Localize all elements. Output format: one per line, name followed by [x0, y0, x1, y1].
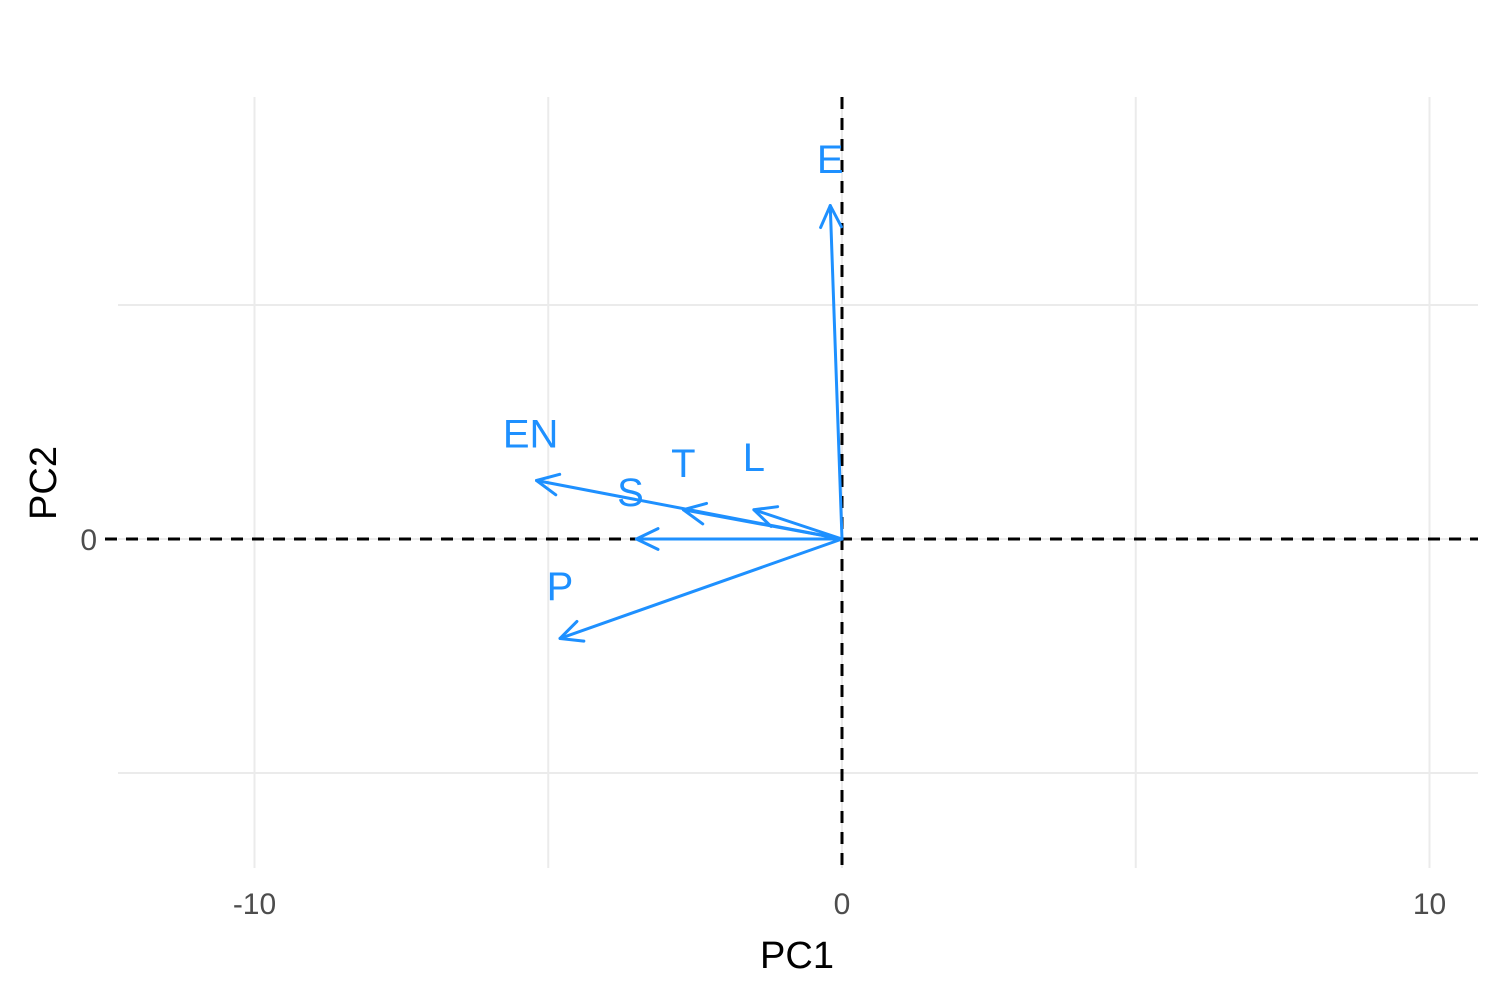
- arrowhead-t: [681, 501, 709, 526]
- arrowhead-en: [535, 472, 562, 497]
- variable-labels: E EN ST L P: [503, 138, 844, 609]
- arrow-e: [828, 204, 844, 541]
- arrow-l: [752, 508, 844, 541]
- arrowhead-s: [634, 527, 660, 551]
- label-e: E: [817, 138, 844, 182]
- label-l: L: [743, 436, 765, 480]
- grid: [118, 97, 1478, 868]
- label-p: P: [547, 565, 574, 609]
- reference-lines: [105, 97, 1478, 868]
- loading-arrows: [535, 204, 844, 643]
- arrow-p: [558, 537, 844, 640]
- y-axis-title: PC2: [23, 446, 65, 520]
- arrow-t: [681, 508, 844, 541]
- x-tick-label: 10: [1413, 888, 1446, 921]
- arrowhead-l: [752, 505, 780, 528]
- label-t: T: [671, 442, 695, 486]
- x-tick-label: -10: [233, 888, 276, 921]
- label-s: S: [617, 471, 644, 515]
- label-en: EN: [503, 413, 559, 457]
- x-axis-title: PC1: [760, 935, 834, 977]
- tick-labels: -10 0 10 0: [80, 524, 1446, 921]
- arrowhead-p: [558, 619, 586, 643]
- x-tick-label: 0: [834, 888, 851, 921]
- y-tick-label: 0: [80, 524, 97, 557]
- arrowhead-e: [819, 204, 843, 230]
